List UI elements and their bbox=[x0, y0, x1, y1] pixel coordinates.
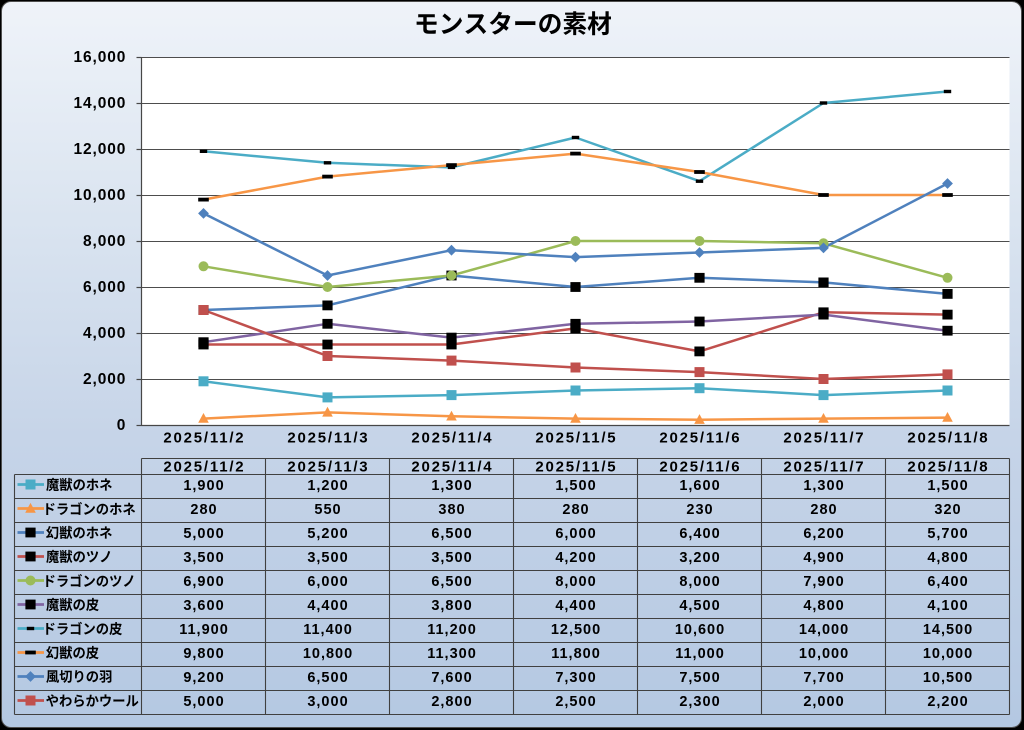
svg-text:6,400: 6,400 bbox=[679, 526, 720, 542]
svg-text:2025/11/6: 2025/11/6 bbox=[659, 458, 741, 475]
svg-text:10,800: 10,800 bbox=[303, 646, 353, 662]
svg-text:3,500: 3,500 bbox=[431, 550, 472, 566]
svg-text:12,000: 12,000 bbox=[73, 141, 126, 158]
svg-text:5,700: 5,700 bbox=[927, 526, 968, 542]
svg-text:8,000: 8,000 bbox=[555, 574, 596, 590]
svg-text:4,000: 4,000 bbox=[83, 325, 126, 342]
svg-text:3,200: 3,200 bbox=[679, 550, 720, 566]
svg-text:280: 280 bbox=[562, 502, 589, 518]
svg-text:2025/11/2: 2025/11/2 bbox=[163, 458, 245, 475]
svg-text:5,000: 5,000 bbox=[183, 694, 224, 710]
svg-text:380: 380 bbox=[438, 502, 465, 518]
svg-text:10,000: 10,000 bbox=[799, 646, 849, 662]
svg-text:10,500: 10,500 bbox=[923, 670, 973, 686]
svg-text:3,000: 3,000 bbox=[307, 694, 348, 710]
svg-text:3,600: 3,600 bbox=[183, 598, 224, 614]
svg-text:6,000: 6,000 bbox=[555, 526, 596, 542]
svg-text:11,900: 11,900 bbox=[179, 622, 229, 638]
svg-text:7,600: 7,600 bbox=[431, 670, 472, 686]
svg-text:2,000: 2,000 bbox=[83, 371, 126, 388]
svg-text:8,000: 8,000 bbox=[679, 574, 720, 590]
svg-text:0: 0 bbox=[117, 417, 127, 434]
svg-text:10,600: 10,600 bbox=[675, 622, 725, 638]
svg-text:5,000: 5,000 bbox=[183, 526, 224, 542]
svg-text:7,500: 7,500 bbox=[679, 670, 720, 686]
svg-text:11,200: 11,200 bbox=[427, 622, 477, 638]
svg-text:2,200: 2,200 bbox=[927, 694, 968, 710]
svg-text:550: 550 bbox=[314, 502, 341, 518]
svg-text:6,000: 6,000 bbox=[83, 279, 126, 296]
svg-text:3,500: 3,500 bbox=[183, 550, 224, 566]
svg-text:2,300: 2,300 bbox=[679, 694, 720, 710]
svg-text:11,400: 11,400 bbox=[303, 622, 353, 638]
svg-text:1,500: 1,500 bbox=[927, 478, 968, 494]
svg-text:6,500: 6,500 bbox=[431, 574, 472, 590]
svg-text:2025/11/6: 2025/11/6 bbox=[659, 429, 741, 446]
svg-text:7,300: 7,300 bbox=[555, 670, 596, 686]
svg-text:7,700: 7,700 bbox=[803, 670, 844, 686]
svg-text:1,900: 1,900 bbox=[183, 478, 224, 494]
svg-text:4,800: 4,800 bbox=[803, 598, 844, 614]
svg-text:9,800: 9,800 bbox=[183, 646, 224, 662]
svg-text:4,800: 4,800 bbox=[927, 550, 968, 566]
svg-text:5,200: 5,200 bbox=[307, 526, 348, 542]
svg-text:1,500: 1,500 bbox=[555, 478, 596, 494]
svg-text:14,500: 14,500 bbox=[923, 622, 973, 638]
svg-text:10,000: 10,000 bbox=[73, 187, 126, 204]
svg-text:16,000: 16,000 bbox=[73, 49, 126, 66]
svg-text:1,300: 1,300 bbox=[431, 478, 472, 494]
svg-text:230: 230 bbox=[686, 502, 713, 518]
svg-text:1,200: 1,200 bbox=[307, 478, 348, 494]
svg-text:2025/11/8: 2025/11/8 bbox=[907, 429, 989, 446]
svg-text:2025/11/3: 2025/11/3 bbox=[287, 458, 369, 475]
svg-text:6,000: 6,000 bbox=[307, 574, 348, 590]
svg-text:2,800: 2,800 bbox=[431, 694, 472, 710]
svg-text:4,100: 4,100 bbox=[927, 598, 968, 614]
svg-text:6,500: 6,500 bbox=[307, 670, 348, 686]
svg-text:3,500: 3,500 bbox=[307, 550, 348, 566]
svg-text:10,000: 10,000 bbox=[923, 646, 973, 662]
svg-text:320: 320 bbox=[934, 502, 961, 518]
svg-text:7,900: 7,900 bbox=[803, 574, 844, 590]
svg-text:4,400: 4,400 bbox=[307, 598, 348, 614]
svg-text:1,300: 1,300 bbox=[803, 478, 844, 494]
svg-text:2025/11/7: 2025/11/7 bbox=[783, 429, 865, 446]
svg-text:2,000: 2,000 bbox=[803, 694, 844, 710]
svg-text:14,000: 14,000 bbox=[73, 95, 126, 112]
svg-text:2025/11/5: 2025/11/5 bbox=[535, 429, 617, 446]
svg-text:2025/11/5: 2025/11/5 bbox=[535, 458, 617, 475]
svg-text:11,300: 11,300 bbox=[427, 646, 477, 662]
svg-text:4,900: 4,900 bbox=[803, 550, 844, 566]
svg-text:2025/11/8: 2025/11/8 bbox=[907, 458, 989, 475]
svg-text:2025/11/4: 2025/11/4 bbox=[411, 458, 493, 475]
svg-text:4,500: 4,500 bbox=[679, 598, 720, 614]
svg-text:2025/11/4: 2025/11/4 bbox=[411, 429, 493, 446]
svg-text:8,000: 8,000 bbox=[83, 233, 126, 250]
svg-text:3,800: 3,800 bbox=[431, 598, 472, 614]
svg-text:1,600: 1,600 bbox=[679, 478, 720, 494]
svg-text:6,200: 6,200 bbox=[803, 526, 844, 542]
svg-text:280: 280 bbox=[190, 502, 217, 518]
svg-text:4,400: 4,400 bbox=[555, 598, 596, 614]
svg-text:6,400: 6,400 bbox=[927, 574, 968, 590]
svg-text:2025/11/2: 2025/11/2 bbox=[163, 429, 245, 446]
svg-text:2025/11/7: 2025/11/7 bbox=[783, 458, 865, 475]
svg-text:14,000: 14,000 bbox=[799, 622, 849, 638]
svg-text:6,900: 6,900 bbox=[183, 574, 224, 590]
svg-text:2,500: 2,500 bbox=[555, 694, 596, 710]
svg-text:11,800: 11,800 bbox=[551, 646, 601, 662]
svg-text:2025/11/3: 2025/11/3 bbox=[287, 429, 369, 446]
svg-text:4,200: 4,200 bbox=[555, 550, 596, 566]
svg-text:9,200: 9,200 bbox=[183, 670, 224, 686]
svg-text:11,000: 11,000 bbox=[675, 646, 725, 662]
svg-text:6,500: 6,500 bbox=[431, 526, 472, 542]
svg-text:280: 280 bbox=[810, 502, 837, 518]
svg-text:12,500: 12,500 bbox=[551, 622, 601, 638]
